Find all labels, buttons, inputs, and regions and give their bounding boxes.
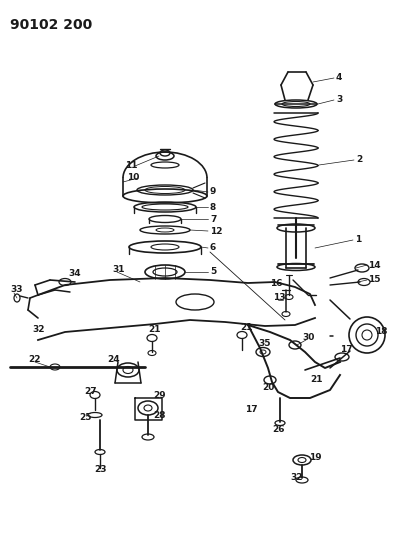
Text: 16: 16 (270, 279, 283, 288)
Text: 8: 8 (210, 203, 216, 212)
Text: 32: 32 (290, 473, 302, 482)
Text: 35: 35 (258, 340, 271, 349)
Text: 9: 9 (210, 188, 217, 197)
Text: 29: 29 (153, 391, 166, 400)
Text: 90102 200: 90102 200 (10, 18, 92, 32)
Text: 4: 4 (336, 74, 342, 83)
Text: 24: 24 (107, 356, 120, 365)
Text: 32: 32 (32, 326, 45, 335)
Text: 11: 11 (125, 161, 137, 171)
Text: 28: 28 (153, 410, 166, 419)
Text: 27: 27 (84, 387, 97, 397)
Text: 3: 3 (336, 95, 342, 104)
Text: 6: 6 (210, 244, 216, 253)
Text: 7: 7 (210, 214, 217, 223)
Text: 18: 18 (375, 327, 388, 336)
Text: 1: 1 (355, 236, 361, 245)
Text: 33: 33 (10, 286, 23, 295)
Text: 22: 22 (28, 356, 41, 365)
Text: 17: 17 (340, 345, 353, 354)
Text: 21: 21 (148, 326, 160, 335)
Text: 12: 12 (210, 227, 222, 236)
Text: 2: 2 (356, 156, 362, 165)
Text: 25: 25 (79, 414, 92, 423)
Text: 34: 34 (68, 270, 81, 279)
Text: 21: 21 (310, 376, 322, 384)
Text: 14: 14 (368, 261, 380, 270)
Text: 13: 13 (273, 294, 285, 303)
Text: 5: 5 (210, 268, 216, 277)
Text: 15: 15 (368, 276, 380, 285)
Text: 21: 21 (240, 322, 252, 332)
Text: 26: 26 (272, 425, 285, 434)
Text: 10: 10 (127, 174, 139, 182)
Text: 20: 20 (262, 384, 274, 392)
Text: 19: 19 (309, 454, 322, 463)
Text: 31: 31 (112, 265, 125, 274)
Text: 23: 23 (94, 465, 107, 474)
Text: 30: 30 (302, 333, 314, 342)
Text: 17: 17 (245, 406, 258, 415)
